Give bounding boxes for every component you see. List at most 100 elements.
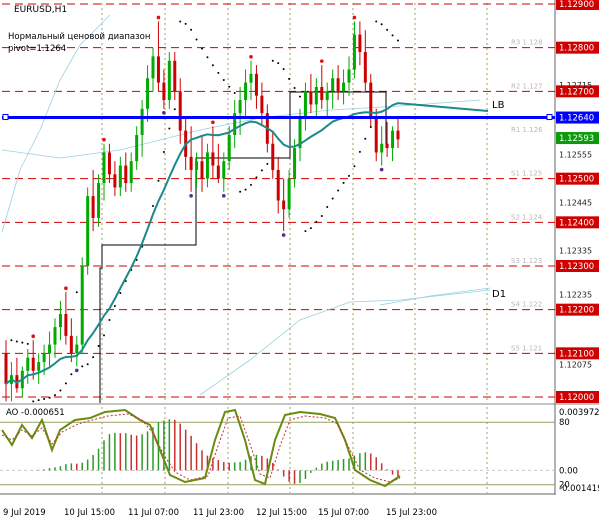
candle-49 — [271, 130, 275, 179]
price-tag-3: 1.12640 — [559, 114, 594, 124]
candle-32 — [178, 78, 182, 144]
rising-channel — [1, 14, 111, 233]
lb-handle-left — [2, 114, 9, 121]
time-axis: 9 Jul 2019 10 Jul 15:00 11 Jul 07:00 11 Jul… — [3, 508, 437, 518]
price-tag-bg-9 — [556, 347, 599, 360]
time-label-2: 11 Jul 07:00 — [128, 508, 179, 518]
sar-dot-5 — [32, 400, 35, 403]
sar-dot-36 — [201, 47, 203, 50]
sar-dot-10 — [59, 389, 62, 392]
sar-dot-30 — [168, 127, 171, 130]
chart-indicator-title: Нормальный ценовой диапазон — [8, 32, 150, 42]
price-tag-bg-3 — [556, 111, 599, 124]
lb-handle-right — [546, 114, 553, 121]
sar-dot-56 — [309, 227, 312, 230]
sar-dot-48 — [266, 162, 269, 165]
sar-dot-17 — [97, 344, 100, 347]
lb-line — [2, 114, 555, 121]
level-tag-6: S4 1.122 — [511, 301, 542, 309]
fractal-down-51 — [281, 233, 286, 237]
price-tag-2: 1.12700 — [559, 87, 594, 97]
vertical-grid — [0, 0, 599, 495]
sar-dot-15 — [86, 363, 89, 366]
price-tick-0: 1.12715 — [559, 81, 592, 90]
candle-27 — [151, 47, 155, 92]
candle-52 — [287, 169, 291, 218]
sar-dot-51 — [282, 68, 285, 71]
level-tag-7: S5 1.121 — [511, 344, 542, 352]
sar-dot-60 — [331, 197, 334, 200]
candle-0 — [4, 340, 8, 402]
candle-51 — [282, 178, 286, 232]
sar-dot-44 — [244, 188, 247, 191]
candle-26 — [146, 65, 150, 122]
candle-72 — [396, 117, 400, 149]
fractal-up-45 — [249, 54, 253, 59]
fractal-down-13 — [74, 368, 79, 373]
sar-dot-20 — [113, 304, 116, 307]
candles — [4, 21, 400, 402]
fractal-markers — [31, 15, 384, 373]
sar-dot-47 — [260, 169, 263, 172]
candle-13 — [75, 335, 79, 367]
price-tag-bg-2 — [556, 85, 599, 98]
sar-dot-63 — [348, 174, 350, 177]
candle-34 — [189, 126, 193, 192]
candle-69 — [380, 126, 384, 166]
fractal-up-11 — [64, 286, 68, 291]
candle-37 — [205, 143, 209, 188]
sar-dot-32 — [179, 20, 182, 23]
candle-15 — [86, 187, 90, 275]
ao-main-line — [1, 408, 401, 488]
candle-66 — [363, 30, 367, 92]
sar-dot-70 — [386, 28, 389, 31]
sar-dot-69 — [380, 23, 383, 26]
price-tag-bg-6 — [556, 216, 599, 229]
price-tag-7: 1.12300 — [559, 262, 594, 272]
ao-label-zero: 0.00 — [559, 466, 578, 476]
candle-16 — [91, 169, 95, 232]
sar-dot-8 — [48, 396, 51, 399]
candle-23 — [129, 152, 133, 192]
fractal-up-38 — [211, 120, 215, 125]
sar-dot-14 — [81, 365, 84, 368]
price-tag-0: 1.12900 — [559, 0, 594, 10]
time-label-4: 12 Jul 15:00 — [256, 508, 307, 518]
ao-title: AO -0.000651 — [6, 408, 65, 418]
ao-signal-line — [1, 413, 401, 483]
price-tag-bg-8 — [556, 303, 599, 316]
candle-20 — [113, 161, 117, 197]
sar-dot-45 — [250, 183, 252, 186]
candle-55 — [303, 82, 307, 131]
candle-8 — [48, 331, 52, 367]
candle-21 — [118, 156, 122, 197]
candle-35 — [195, 152, 199, 188]
fractal-down-40 — [221, 193, 226, 198]
level-tag-3: S1 1.125 — [511, 170, 542, 178]
sar-dot-41 — [228, 85, 231, 88]
sar-dot-68 — [375, 20, 378, 23]
level-tag-5: S3 1.123 — [511, 257, 542, 265]
moving-average — [5, 102, 489, 385]
d1-line — [379, 287, 491, 306]
candle-9 — [53, 318, 57, 358]
price-tag-bg-7 — [556, 260, 599, 272]
sar-dot-39 — [217, 71, 220, 74]
candle-30 — [167, 52, 171, 109]
sar-dot-58 — [320, 215, 323, 218]
fractal-up-18 — [102, 137, 106, 142]
sar-dot-29 — [162, 151, 165, 154]
sar-dot-33 — [184, 22, 187, 25]
sar-dot-42 — [233, 92, 236, 95]
candle-70 — [385, 121, 389, 157]
candle-39 — [216, 143, 220, 184]
candle-59 — [325, 82, 329, 118]
candle-17 — [97, 174, 101, 227]
price-tag-bg-1 — [556, 41, 599, 54]
price-tag-10: 1.12000 — [559, 393, 594, 403]
candle-40 — [222, 152, 226, 192]
sar-dot-49 — [271, 59, 274, 62]
sar-dot-67 — [369, 126, 372, 129]
sar-dot-62 — [342, 181, 345, 184]
